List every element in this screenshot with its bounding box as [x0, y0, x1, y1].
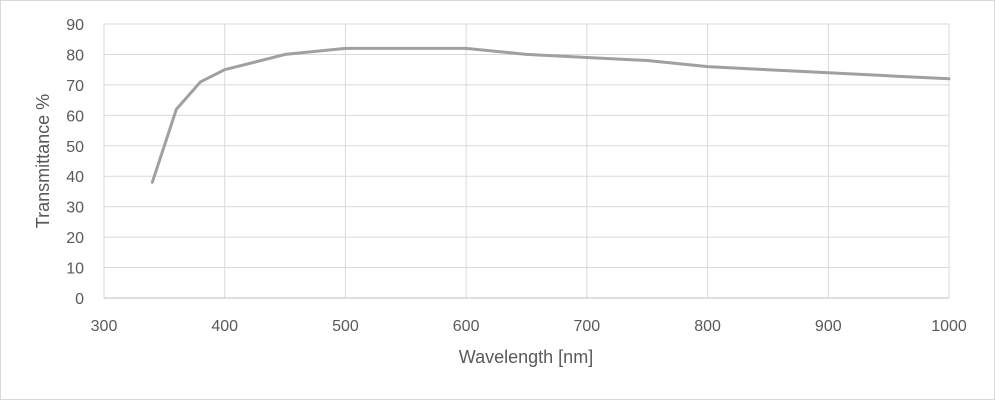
y-tick-label: 80: [66, 47, 84, 64]
x-tick-label: 700: [574, 318, 601, 335]
x-tick-label: 500: [332, 318, 359, 335]
x-tick-label: 800: [694, 318, 721, 335]
x-tick-label: 1000: [931, 318, 967, 335]
x-tick-label: 300: [91, 318, 118, 335]
y-tick-label: 50: [66, 139, 84, 156]
y-tick-labels: 0 10 20 30 40 50 60 70 80 90: [66, 17, 84, 308]
axes: [103, 24, 949, 299]
y-axis-title: Transmittance %: [33, 94, 53, 228]
y-tick-label: 20: [66, 230, 84, 247]
y-tick-label: 10: [66, 261, 84, 278]
y-tick-label: 40: [66, 169, 84, 186]
x-tick-labels: 300 400 500 600 700 800 900 1000: [91, 318, 967, 335]
y-tick-label: 60: [66, 108, 84, 125]
x-tick-label: 400: [211, 318, 238, 335]
x-axis-title: Wavelength [nm]: [459, 347, 593, 367]
y-tick-label: 30: [66, 200, 84, 217]
y-tick-label: 90: [66, 17, 84, 34]
x-tick-label: 600: [453, 318, 480, 335]
x-tick-label: 900: [815, 318, 842, 335]
y-tick-label: 0: [75, 291, 84, 308]
y-tick-label: 70: [66, 78, 84, 95]
data-series: [150, 46, 951, 184]
grid-lines: [104, 23, 950, 298]
transmittance-series-line: [150, 46, 951, 184]
